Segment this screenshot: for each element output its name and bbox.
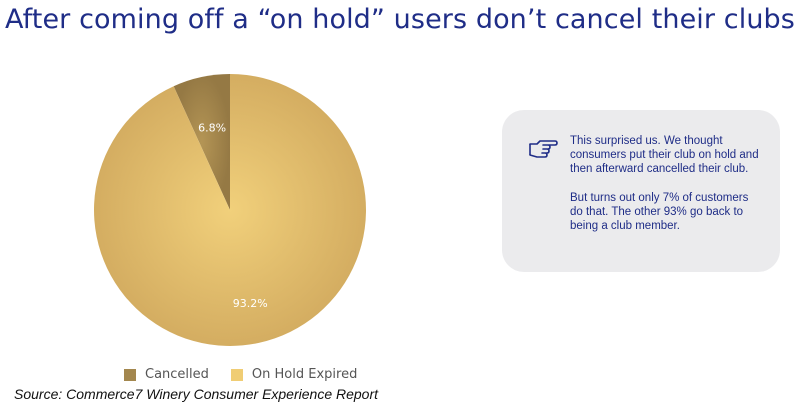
page-title: After coming off a “on hold” users don’t… — [5, 4, 795, 35]
chart-legend: Cancelled On Hold Expired — [124, 367, 379, 382]
legend-item-on-hold-expired: On Hold Expired — [230, 367, 358, 382]
callout-paragraph-2: But turns out only 7% of customers do th… — [570, 191, 749, 233]
source-note: Source: Commerce7 Winery Consumer Experi… — [14, 386, 379, 402]
legend-label-on-hold-expired: On Hold Expired — [251, 367, 358, 382]
legend-label-cancelled: Cancelled — [145, 367, 209, 382]
data-label-cancelled: 6.8% — [198, 122, 226, 135]
pointing-hand-icon — [529, 140, 558, 158]
legend-swatch-cancelled — [124, 368, 136, 381]
legend-item-cancelled: Cancelled — [124, 367, 209, 382]
callout-paragraph-1: This surprised us. We thought consumers … — [570, 135, 759, 176]
callout-box: This surprised us. We thought consumers … — [502, 110, 780, 272]
pie-slice-cancelled — [173, 74, 230, 210]
data-label-on-hold-expired: 93.2% — [233, 297, 268, 310]
pie-chart: 6.8% 93.2% — [94, 74, 367, 347]
pie-slice-on-hold-expired — [94, 74, 367, 347]
legend-swatch-on-hold-expired — [230, 368, 243, 381]
